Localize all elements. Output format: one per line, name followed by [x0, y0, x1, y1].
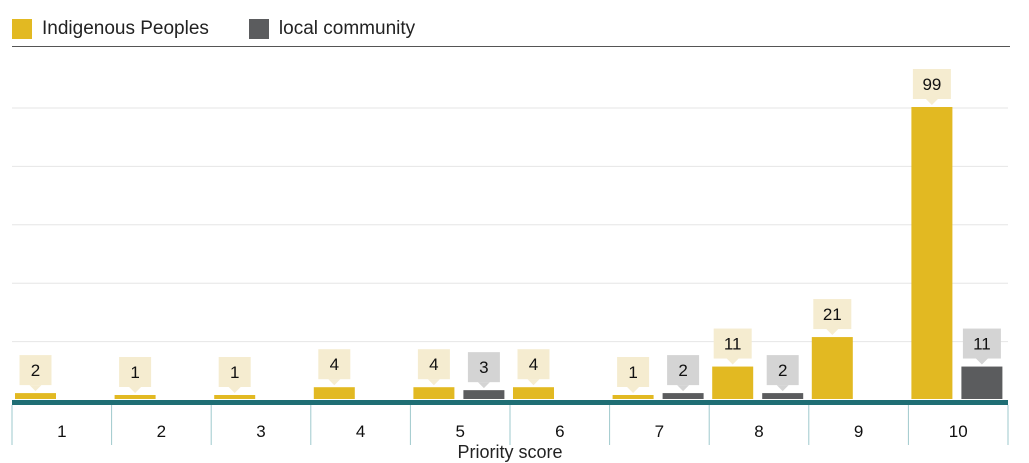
legend-item-indigenous: Indigenous Peoples	[12, 18, 209, 40]
data-label-indigenous-8: 11	[724, 335, 742, 354]
data-label-bg	[417, 349, 450, 380]
data-label-bg	[19, 355, 52, 386]
x-axis-title: Priority score	[457, 442, 562, 462]
data-label-indigenous-3: 1	[230, 363, 239, 382]
data-label-bg	[962, 328, 1001, 359]
data-label-pointer	[776, 385, 789, 392]
bar-local-7	[662, 393, 704, 399]
bar-indigenous-7	[612, 395, 654, 399]
bar-indigenous-2	[114, 395, 156, 399]
data-label-pointer	[427, 379, 440, 386]
legend-swatch-local	[248, 19, 269, 39]
x-tick-label-9: 9	[854, 422, 863, 441]
bar-indigenous-3	[214, 395, 256, 399]
bar-indigenous-4	[313, 387, 355, 399]
data-label-indigenous-2: 1	[130, 363, 139, 382]
data-label-indigenous-1: 2	[31, 361, 40, 380]
data-label-indigenous-10: 99	[922, 75, 941, 94]
x-tick-label-8: 8	[754, 422, 763, 441]
x-tick-label-4: 4	[356, 422, 365, 441]
data-label-bg	[667, 355, 700, 386]
data-label-indigenous-7: 1	[628, 363, 637, 382]
data-label-pointer	[228, 387, 241, 393]
legend-label-indigenous: Indigenous Peoples	[42, 18, 209, 39]
data-label-pointer	[627, 387, 640, 393]
data-label-pointer	[477, 382, 490, 389]
data-label-bg	[218, 357, 251, 387]
x-tick-label-3: 3	[256, 422, 265, 441]
bar-local-10	[961, 366, 1003, 399]
bar-indigenous-10	[911, 107, 953, 399]
data-label-bg	[617, 357, 650, 387]
data-label-indigenous-5: 4	[429, 355, 438, 374]
x-tick-label-2: 2	[157, 422, 166, 441]
x-axis: 1 2 3 4 5 6 7 8 9 10	[11, 400, 1009, 445]
data-label-pointer	[328, 379, 341, 386]
x-tick-label-10: 10	[949, 422, 968, 441]
gridlines	[12, 107, 1008, 343]
x-tick-label-5: 5	[455, 422, 464, 441]
data-label-bg	[119, 357, 152, 387]
data-label-pointer	[826, 329, 839, 336]
bar-indigenous-8	[712, 366, 754, 399]
data-label-pointer	[29, 385, 42, 392]
bar-indigenous-9	[811, 337, 853, 399]
bar-local-8	[762, 393, 804, 399]
data-label-pointer	[726, 358, 739, 365]
data-label-indigenous-4: 4	[330, 355, 339, 374]
bar-indigenous-6	[513, 387, 554, 399]
data-label-local-5: 3	[479, 358, 488, 377]
legend-divider	[12, 46, 1010, 47]
data-label-indigenous-9: 21	[823, 305, 842, 324]
legend-label-local: local community	[278, 18, 416, 39]
data-label-bg	[467, 352, 500, 383]
data-label-local-8: 2	[778, 361, 787, 380]
bar-local-5	[463, 390, 505, 399]
data-label-bg	[517, 349, 550, 380]
data-label-bg	[713, 328, 752, 359]
data-label-pointer	[925, 99, 938, 105]
legend-swatch-indigenous	[12, 19, 32, 39]
data-label-local-7: 2	[678, 361, 687, 380]
x-tick-label-7: 7	[655, 422, 664, 441]
x-tick-label-1: 1	[57, 422, 66, 441]
data-label-bg	[912, 69, 951, 99]
x-axis-line	[12, 400, 1008, 405]
x-tick-label-6: 6	[555, 422, 564, 441]
data-label-pointer	[129, 387, 142, 393]
legend-item-local: local community	[248, 18, 416, 40]
bars	[15, 107, 1003, 399]
data-label-pointer	[527, 379, 540, 386]
data-label-pointer	[677, 385, 690, 392]
data-label-indigenous-6: 4	[529, 355, 538, 374]
data-label-pointer	[975, 358, 988, 365]
data-label-local-10: 11	[973, 335, 991, 354]
bar-indigenous-1	[15, 393, 56, 399]
data-label-bg	[813, 299, 852, 330]
data-label-bg	[766, 355, 799, 386]
bar-indigenous-5	[413, 387, 455, 399]
legend: Indigenous Peoples local community	[12, 14, 455, 44]
data-label-bg	[318, 349, 351, 380]
